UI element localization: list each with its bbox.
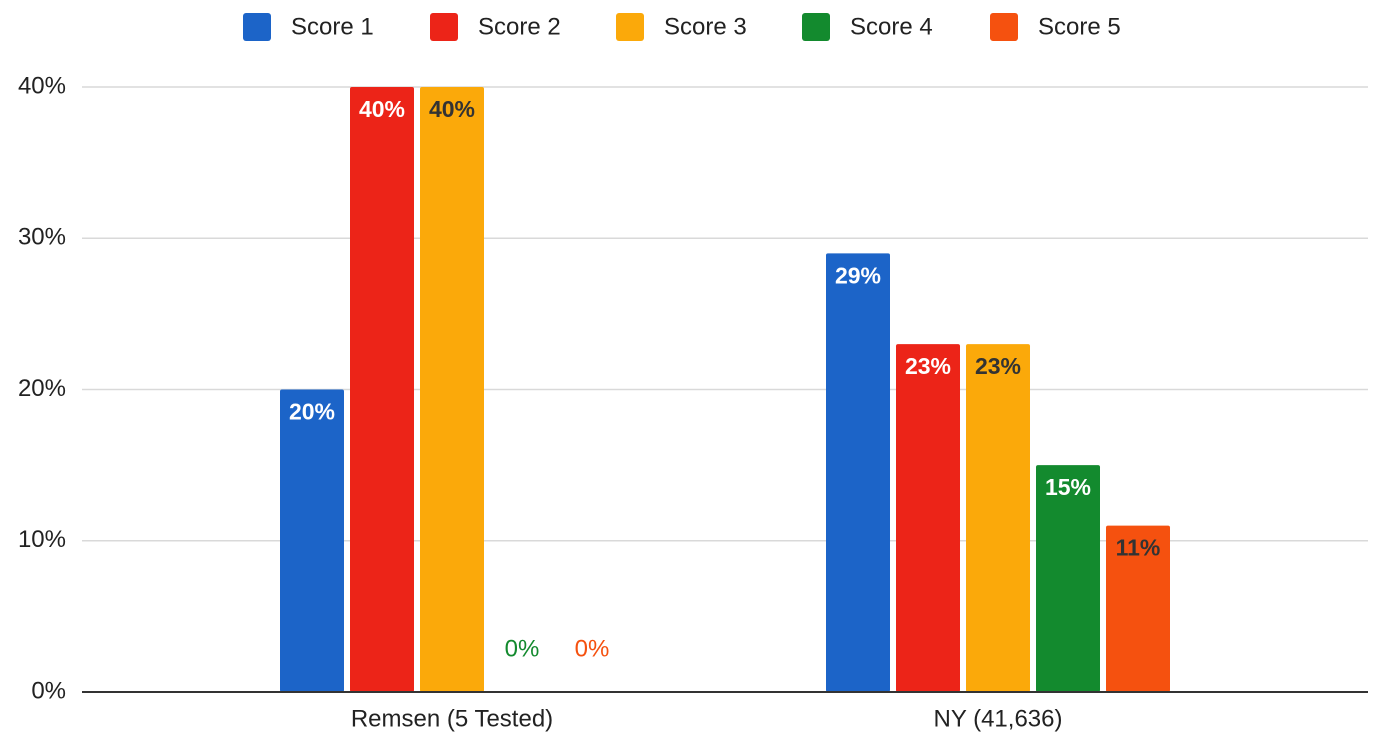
x-tick-label: Remsen (5 Tested) <box>351 705 553 732</box>
data-label: 0% <box>505 635 540 662</box>
bar <box>966 344 1030 692</box>
legend-label: Score 2 <box>478 13 561 40</box>
data-label: 0% <box>575 635 610 662</box>
bar <box>826 253 890 692</box>
data-label: 40% <box>359 96 405 122</box>
data-label: 29% <box>835 262 881 288</box>
x-tick-label: NY (41,636) <box>934 705 1063 732</box>
legend-swatch <box>430 13 458 41</box>
legend-label: Score 4 <box>850 13 933 40</box>
data-label: 40% <box>429 96 475 122</box>
legend-label: Score 5 <box>1038 13 1121 40</box>
bar <box>280 389 344 692</box>
legend-swatch <box>990 13 1018 41</box>
legend-label: Score 1 <box>291 13 374 40</box>
legend-swatch <box>243 13 271 41</box>
legend-label: Score 3 <box>664 13 747 40</box>
bar <box>1106 525 1170 692</box>
bar <box>420 87 484 692</box>
bar <box>350 87 414 692</box>
y-tick-label: 40% <box>18 72 66 99</box>
data-label: 15% <box>1045 474 1091 500</box>
y-tick-label: 30% <box>18 224 66 251</box>
data-label: 23% <box>905 353 951 379</box>
legend-swatch <box>802 13 830 41</box>
y-tick-label: 10% <box>18 526 66 553</box>
bar <box>1036 465 1100 692</box>
data-label: 20% <box>289 399 335 425</box>
data-label: 11% <box>1116 535 1161 561</box>
data-label: 23% <box>975 353 1021 379</box>
bar <box>896 344 960 692</box>
y-tick-label: 20% <box>18 375 66 402</box>
y-tick-label: 0% <box>31 677 66 704</box>
legend-swatch <box>616 13 644 41</box>
